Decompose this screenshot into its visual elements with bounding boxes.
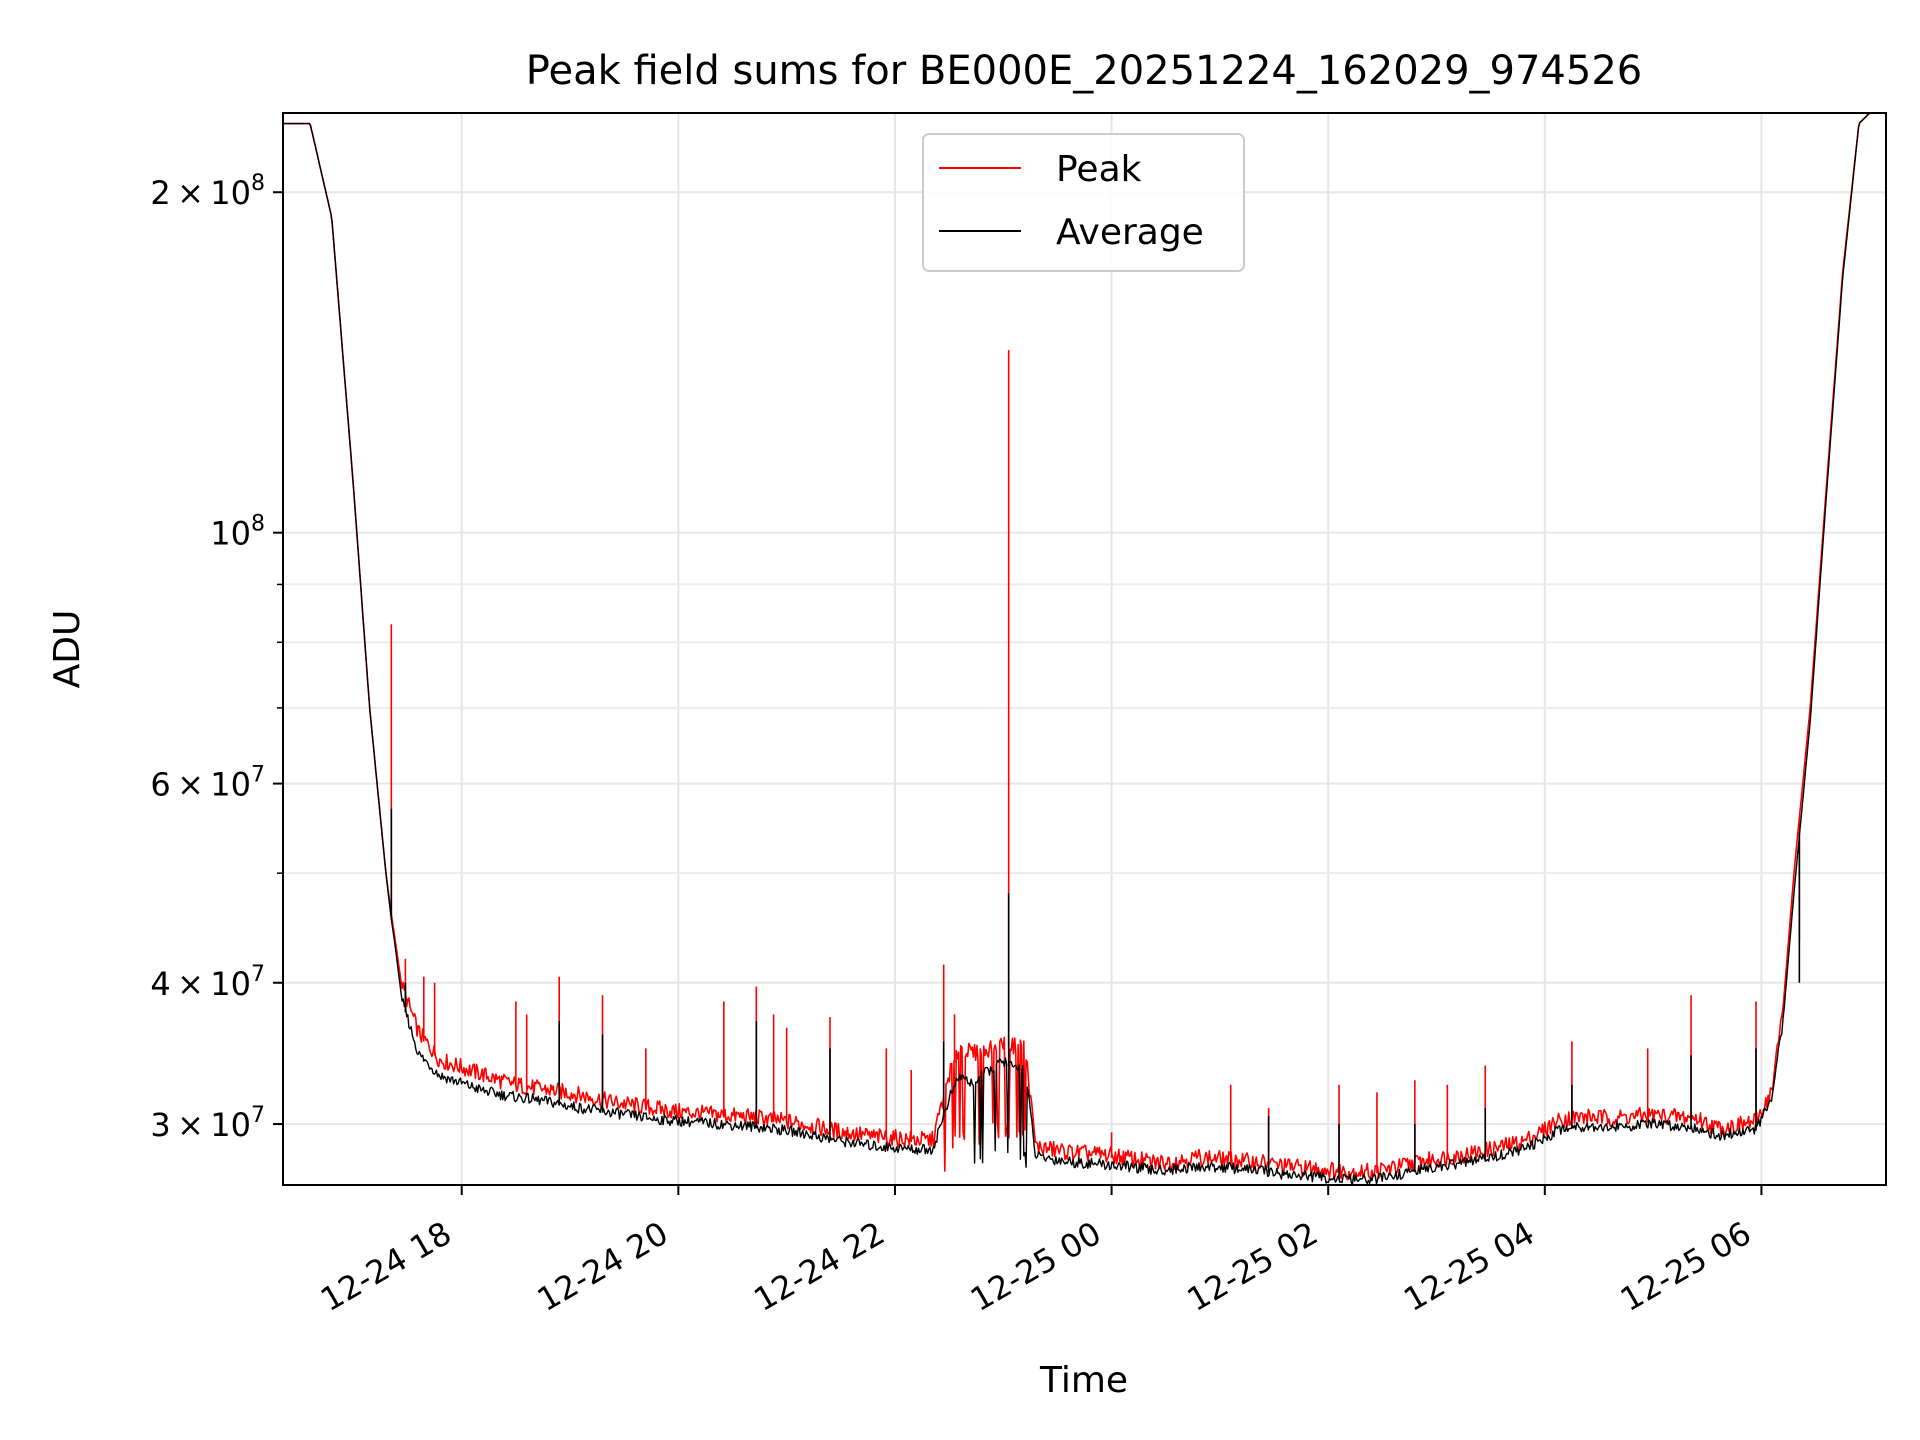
x-axis-label: Time: [1039, 1360, 1128, 1401]
y-tick-label: 3 × 107: [150, 1103, 265, 1144]
legend: Peak Average: [922, 133, 1245, 272]
series-layer: [283, 113, 1886, 1185]
series-line-peak: [283, 113, 1886, 1181]
y-axis-label: ADU: [47, 610, 88, 689]
plot-frame: [282, 112, 1887, 1186]
grid: [283, 113, 1886, 1185]
legend-label-peak: Peak: [1056, 149, 1142, 190]
y-tick-label: 2 × 108: [150, 171, 265, 212]
legend-label-average: Average: [1056, 212, 1204, 253]
y-tick-label: 6 × 107: [150, 763, 265, 804]
series-line-average: [283, 113, 1886, 1185]
y-tick-label: 4 × 107: [150, 962, 265, 1003]
y-axis-ticks: 3 × 107 4 × 107 6 × 107 108 2 × 108: [150, 171, 283, 1144]
y-tick-label: 108: [210, 512, 265, 553]
chart-title: Peak field sums for BE000E_20251224_1620…: [526, 48, 1642, 94]
